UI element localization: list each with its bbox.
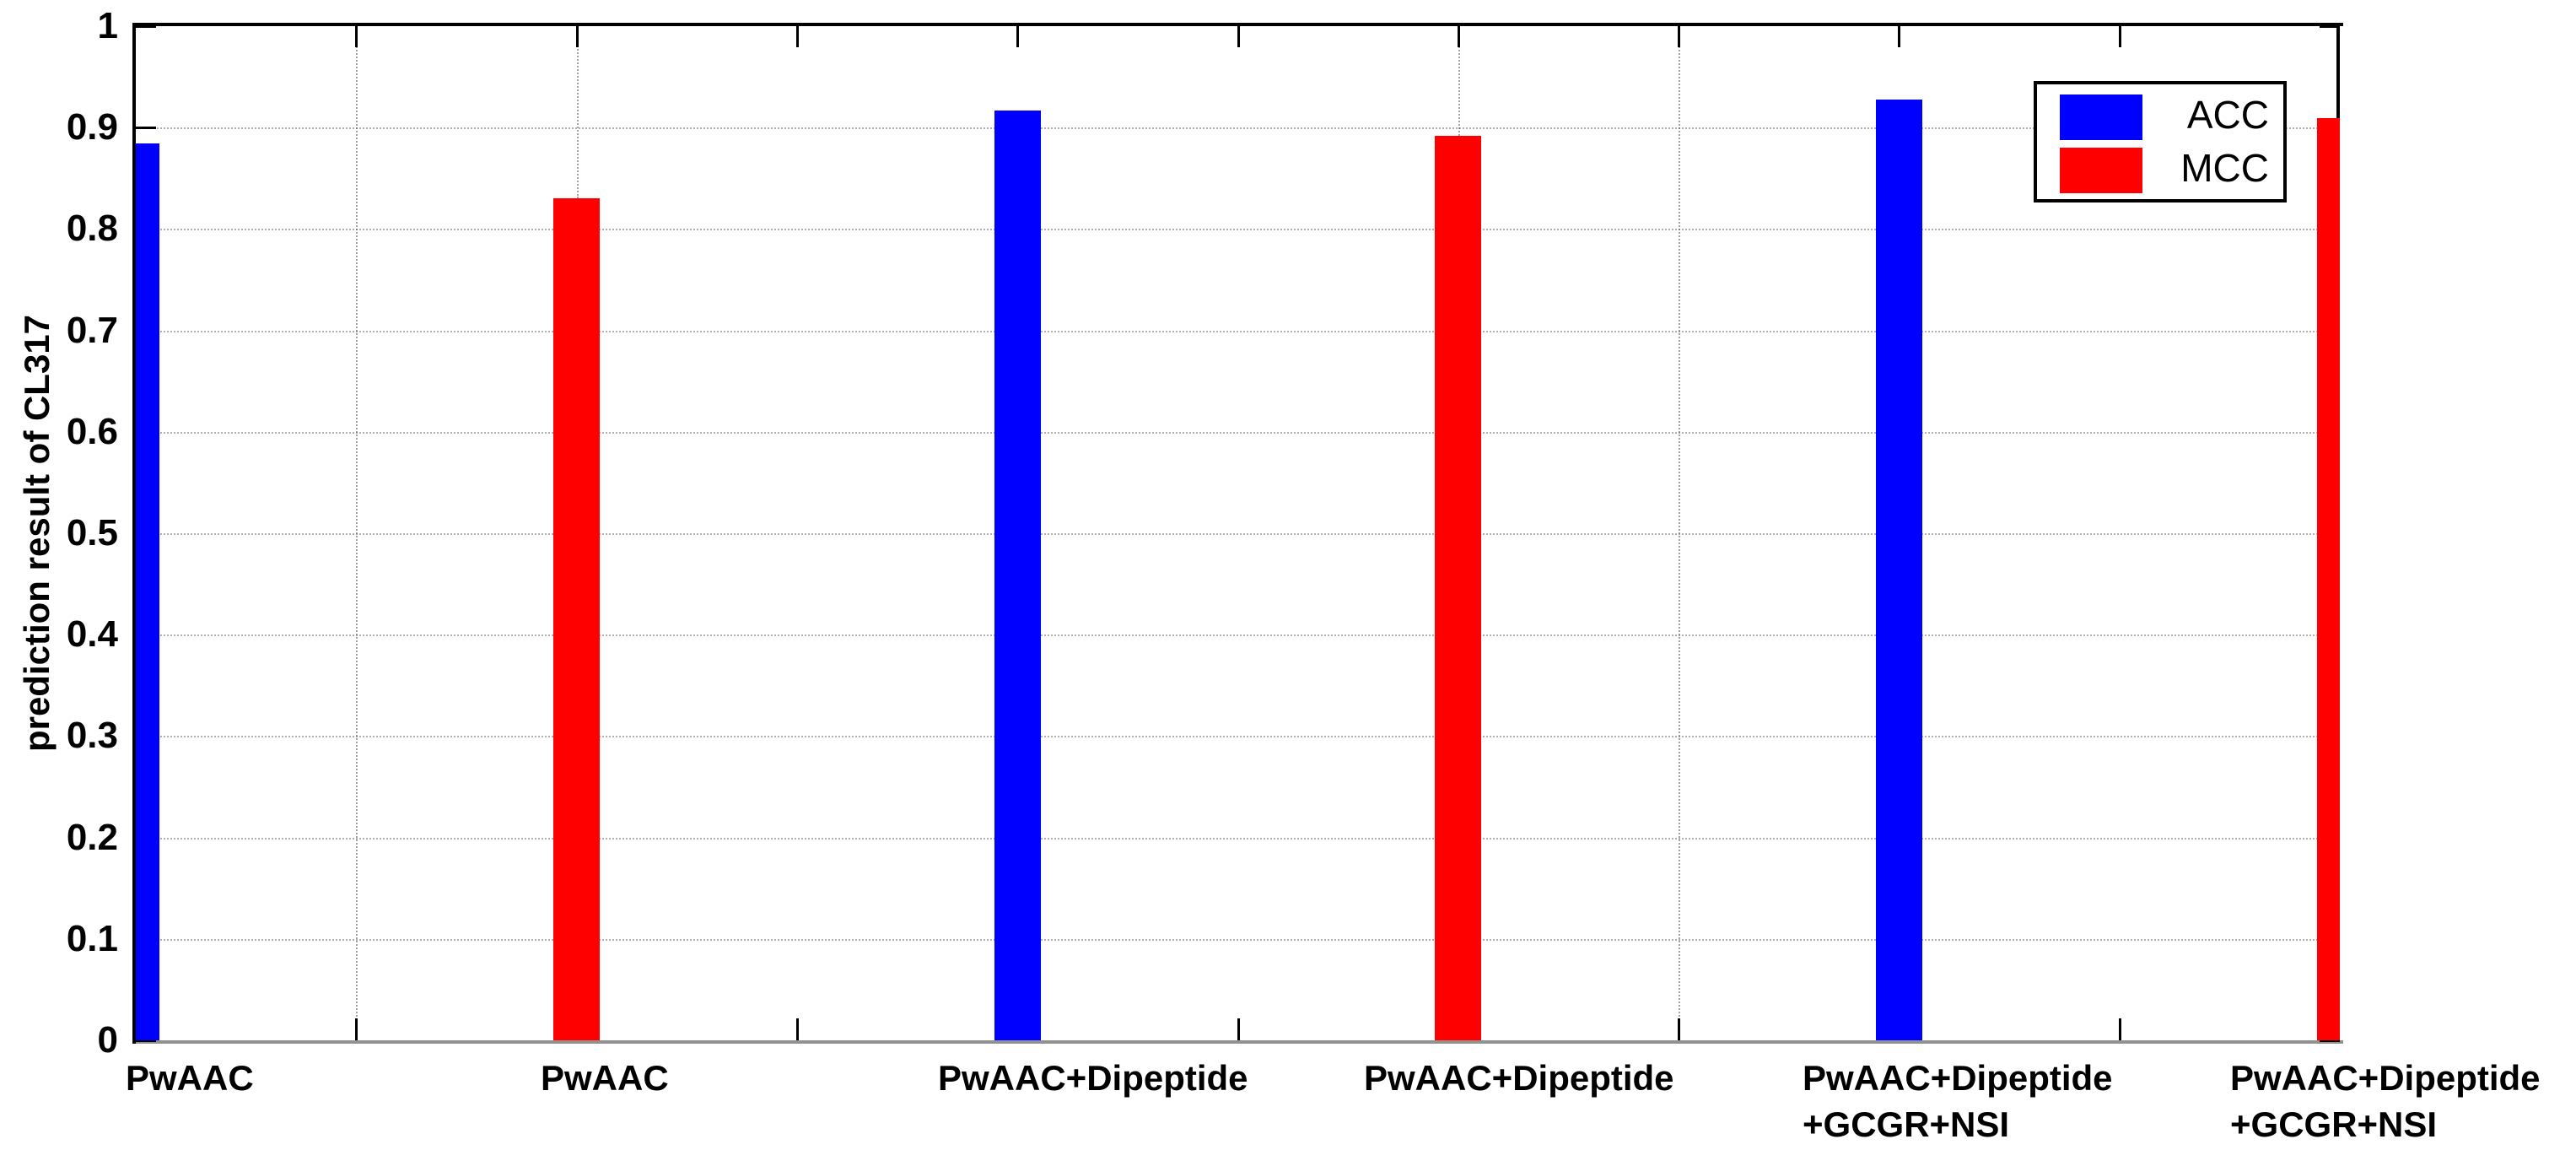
y-tick-label: 0.5 <box>66 512 118 553</box>
x-tick-top <box>575 26 579 47</box>
x-tick-top <box>1678 26 1681 47</box>
x-tick-top <box>1237 26 1240 47</box>
y-gridline <box>141 229 2335 231</box>
legend-swatch-acc <box>2060 94 2142 140</box>
bar-acc-5 <box>1875 99 1922 1040</box>
x-tick-label: PwAAC <box>126 1058 254 1098</box>
x-tick-label: PwAAC+Dipeptide <box>938 1058 1248 1098</box>
y-tick-label: 0.7 <box>66 309 118 351</box>
x-tick-top <box>1898 26 1901 47</box>
y-gridline <box>141 634 2335 637</box>
x-tick-bottom <box>795 1018 799 1040</box>
y-tick-label: 1 <box>97 5 118 46</box>
y-tick-label: 0.9 <box>66 106 118 148</box>
x-tick-bottom <box>1237 1018 1240 1040</box>
plot-area: 1 0.9 0.8 0.7 0.6 0.5 0.4 0.3 0.2 0.1 0 <box>67 8 2343 1059</box>
y-gridline <box>141 938 2335 941</box>
x-tick-label: PwAAC+Dipeptide <box>1364 1058 1674 1098</box>
y-tick-label: 0.3 <box>66 715 118 757</box>
y-tick-label: 0.8 <box>66 208 118 250</box>
legend-label-mcc: MCC <box>2180 146 2269 190</box>
x-tick-bottom <box>355 1018 358 1040</box>
bar-mcc-2 <box>553 198 601 1040</box>
legend: ACC MCC <box>2034 81 2287 202</box>
y-tick-label: 0.2 <box>66 816 118 858</box>
x-gridline-above-bar <box>1458 26 1460 136</box>
x-gridline-above-bar <box>576 26 579 199</box>
x-gridline <box>356 26 358 1040</box>
y-tick-label: 0.6 <box>66 410 118 452</box>
axis-border-bottom <box>132 1040 2343 1044</box>
axis-border-left <box>132 23 136 1044</box>
x-tick-top <box>795 26 799 47</box>
axis-border-top <box>132 23 2343 26</box>
y-gridline <box>141 736 2335 738</box>
bar-mcc-6 <box>2316 118 2340 1040</box>
x-tick-top <box>1016 26 1020 47</box>
y-tick-left <box>136 127 156 130</box>
x-gridline <box>1679 26 1681 1040</box>
x-tick-label: PwAAC+Dipeptide +GCGR+NSI <box>1803 1058 2113 1144</box>
y-gridline <box>141 533 2335 535</box>
y-tick-right <box>2320 1039 2340 1042</box>
bar-acc-1 <box>136 143 159 1040</box>
y-gridline <box>141 431 2335 434</box>
y-gridline <box>141 127 2335 130</box>
legend-label-acc: ACC <box>2186 93 2269 137</box>
x-tick-bottom <box>1678 1018 1681 1040</box>
y-gridline <box>141 837 2335 840</box>
x-tick-label: PwAAC <box>541 1058 669 1098</box>
x-tick-top <box>2118 26 2121 47</box>
y-tick-left <box>136 1039 156 1042</box>
y-tick-right <box>2320 25 2340 28</box>
y-tick-label: 0.4 <box>66 613 118 656</box>
y-tick-label: 0.1 <box>66 917 118 959</box>
y-tick-left <box>136 25 156 28</box>
bar-acc-3 <box>994 110 1041 1040</box>
y-gridline <box>141 330 2335 332</box>
legend-swatch-mcc <box>2060 148 2142 193</box>
bar-mcc-4 <box>1435 135 1482 1040</box>
x-tick-top <box>355 26 358 47</box>
x-tick-label: PwAAC+Dipeptide +GCGR+NSI <box>2230 1058 2541 1144</box>
x-tick-bottom <box>2118 1018 2121 1040</box>
x-tick-top <box>1457 26 1460 47</box>
y-tick-label: 0 <box>97 1019 118 1061</box>
